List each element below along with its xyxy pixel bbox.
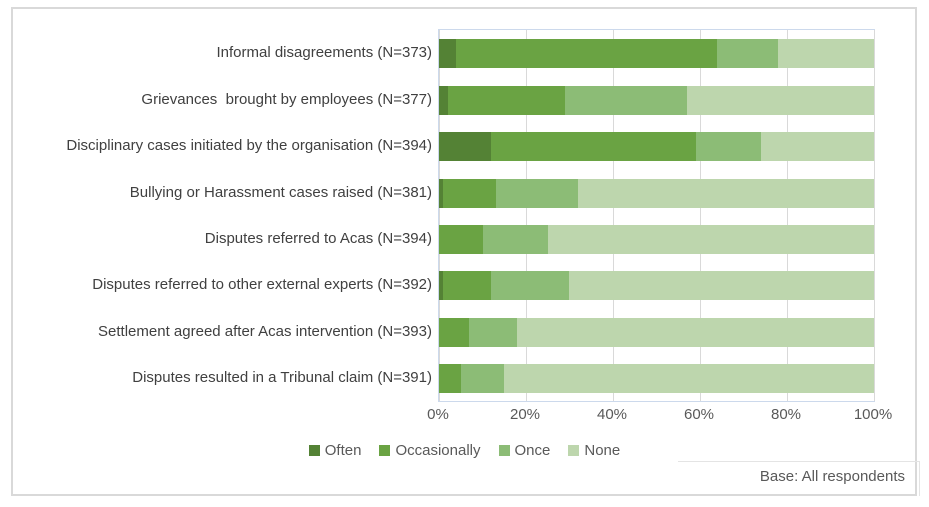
category-label: Bullying or Harassment cases raised (N=3… [129, 183, 432, 201]
bar-row [439, 317, 874, 347]
legend: Often Occasionally Once None [0, 442, 929, 459]
bar-row [439, 178, 874, 208]
bar-segment-none [686, 85, 874, 115]
legend-label: Once [514, 442, 551, 459]
bar-segment-none [517, 317, 874, 347]
bar-row [439, 364, 874, 394]
bar-segment-often [439, 178, 444, 208]
bar-segment-once [491, 271, 570, 301]
legend-label: Often [324, 442, 362, 459]
category-label: Disputes referred to Acas (N=394) [204, 229, 432, 247]
legend-item-once: Once [498, 442, 551, 459]
bar-segment-once [565, 85, 687, 115]
legend-item-often: Often [308, 442, 362, 459]
legend-swatch-icon [379, 445, 391, 456]
x-axis: 0% 20% 40% 60% 80% 100% [0, 406, 929, 426]
x-tick-label: 40% [596, 406, 628, 423]
bar-segment-occasionally [491, 132, 696, 162]
bar-segment-often [439, 39, 457, 69]
bar-segment-none [578, 178, 874, 208]
x-tick-label: 0% [427, 406, 449, 423]
category-label: Disciplinary cases initiated by the orga… [66, 137, 432, 155]
bar-segment-often [439, 132, 492, 162]
category-label: Disputes resulted in a Tribunal claim (N… [132, 369, 432, 387]
bar-segment-occasionally [443, 178, 496, 208]
legend-label: None [584, 442, 621, 459]
bar-segment-once [482, 224, 548, 254]
bar-segment-occasionally [443, 271, 492, 301]
x-tick-label: 60% [683, 406, 715, 423]
bar-segment-often [439, 85, 448, 115]
bar-row [439, 224, 874, 254]
gridline-100 [874, 30, 875, 401]
category-label: Grievances brought by employees (N=377) [141, 90, 432, 108]
category-label: Disputes referred to other external expe… [92, 276, 432, 294]
bar-segment-occasionally [439, 364, 461, 394]
bar-row [439, 271, 874, 301]
gridline-0 [439, 30, 440, 401]
bar-segment-none [760, 132, 874, 162]
bar-segment-once [460, 364, 505, 394]
bar-segment-none [569, 271, 874, 301]
bar-segment-occasionally [439, 317, 470, 347]
x-tick-label: 100% [853, 406, 893, 423]
gridline-20 [526, 30, 527, 401]
x-tick-label: 80% [770, 406, 802, 423]
legend-item-none: None [568, 442, 620, 459]
bar-segment-once [469, 317, 518, 347]
gridline-40 [613, 30, 614, 401]
x-tick-label: 20% [509, 406, 541, 423]
legend-item-occasionally: Occasionally [379, 442, 481, 459]
bar-segment-once [695, 132, 761, 162]
bar-segment-occasionally [447, 85, 566, 115]
bar-row [439, 85, 874, 115]
legend-swatch-icon [498, 445, 510, 456]
base-note-box: Base: All respondents [678, 461, 920, 496]
bar-segment-once [717, 39, 779, 69]
gridline-80 [787, 30, 788, 401]
bar-segment-occasionally [439, 224, 483, 254]
gridline-60 [700, 30, 701, 401]
legend-swatch-icon [568, 445, 580, 456]
bar-segment-often [439, 271, 444, 301]
bar-segment-none [547, 224, 874, 254]
bar-segment-once [495, 178, 579, 208]
bar-segment-occasionally [456, 39, 718, 69]
bar-segment-none [504, 364, 874, 394]
base-note: Base: All respondents [759, 468, 905, 485]
legend-label: Occasionally [395, 442, 481, 459]
legend-swatch-icon [308, 445, 320, 456]
category-label: Settlement agreed after Acas interventio… [98, 322, 432, 340]
bar-segment-none [778, 39, 874, 69]
category-label: Informal disagreements (N=373) [216, 44, 432, 62]
bar-row [439, 39, 874, 69]
bar-row [439, 132, 874, 162]
plot-area [438, 29, 875, 402]
